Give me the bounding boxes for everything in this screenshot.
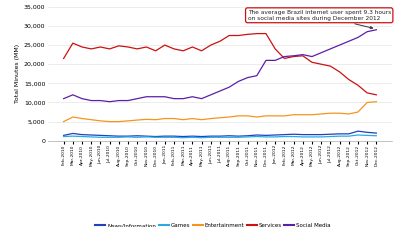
Legend: News/Information, Games, Entertainment, Services, Social Media: News/Information, Games, Entertainment, … <box>93 221 333 227</box>
Y-axis label: Total Minutes (MM): Total Minutes (MM) <box>14 44 20 103</box>
Text: The average Brazil internet user spent 9.3 hours
on social media sites during De: The average Brazil internet user spent 9… <box>248 10 391 29</box>
